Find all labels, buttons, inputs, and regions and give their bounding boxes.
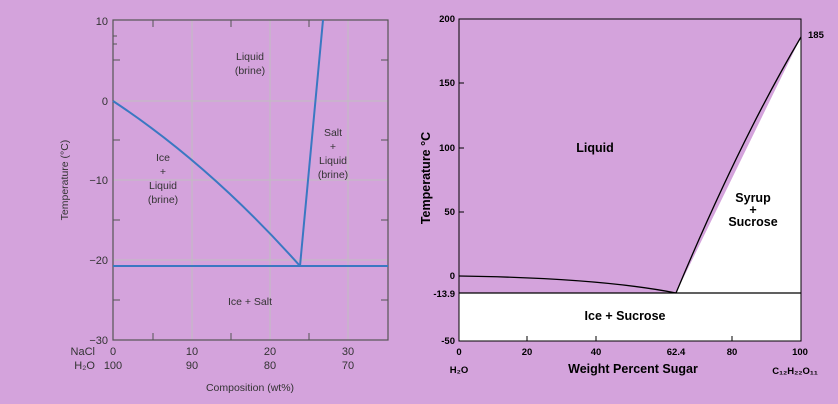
nacl-water-phase-diagram: 10 0 −10 −20 −30 Temperature (°C) NaCl H… <box>59 16 389 394</box>
right-ytick: -50 <box>441 336 455 347</box>
left-ytick: 0 <box>102 96 108 108</box>
right-xtick: 0 <box>456 347 461 358</box>
left-phase-lines <box>112 19 388 267</box>
ice-sucrose-region <box>459 293 801 341</box>
region-liquid-line2: (brine) <box>235 65 265 77</box>
left-tick-marks <box>113 20 388 340</box>
right-ytick: 200 <box>439 14 455 25</box>
left-xtick-h2o: 90 <box>186 360 198 372</box>
left-y-axis-label: Temperature (°C) <box>59 140 71 221</box>
left-xtick-nacl: 20 <box>264 346 276 358</box>
left-ytick: −10 <box>89 175 108 187</box>
ice-liquidus-curve <box>112 100 301 267</box>
left-ytick: −30 <box>89 335 108 347</box>
left-plot-frame <box>112 19 389 341</box>
right-tick-marks <box>459 18 733 342</box>
left-xtick-nacl: 10 <box>186 346 198 358</box>
left-xtick-nacl: 0 <box>110 346 116 358</box>
left-ytick: −20 <box>89 255 108 267</box>
max-temp-annotation: 185 <box>808 30 825 41</box>
region-syrup-sucrose-line3: Sucrose <box>728 215 777 229</box>
region-salt-liquid-line2: + <box>330 141 336 153</box>
region-ice-liquid-line1: Ice <box>156 152 170 164</box>
h2o-row-label: H₂O <box>74 360 95 372</box>
left-xtick-h2o: 70 <box>342 360 354 372</box>
region-syrup-sucrose-line1: Syrup <box>735 191 771 205</box>
right-xtick: 40 <box>591 347 602 358</box>
syrup-sucrose-region <box>676 37 801 293</box>
right-xtick: 100 <box>792 347 808 358</box>
right-ytick: 100 <box>439 143 455 154</box>
right-xtick: 20 <box>522 347 533 358</box>
right-xtick: 62.4 <box>667 347 686 358</box>
region-ice-liquid-line3: Liquid <box>149 180 177 192</box>
right-x-left-label: H₂O <box>450 365 468 376</box>
left-ytick: 10 <box>96 16 108 28</box>
left-xtick-nacl: 30 <box>342 346 354 358</box>
right-y-axis-label: Temperature °C <box>419 132 433 224</box>
right-ytick: 50 <box>444 207 455 218</box>
sucrose-solubility-curve <box>675 36 802 294</box>
right-ytick: 150 <box>439 78 455 89</box>
right-x-right-label: C₁₂H₂₂O₁₁ <box>772 366 818 377</box>
sugar-water-phase-diagram: 200 150 100 50 0 -13.9 -50 Temperature °… <box>419 14 825 377</box>
region-syrup-sucrose-line2: + <box>749 203 756 217</box>
left-xtick-h2o: 80 <box>264 360 276 372</box>
region-ice-sucrose: Ice + Sucrose <box>585 309 666 323</box>
region-ice-salt: Ice + Salt <box>228 296 272 308</box>
region-salt-liquid-line3: Liquid <box>319 155 347 167</box>
right-x-axis-label: Weight Percent Sugar <box>568 362 698 376</box>
left-xtick-h2o: 100 <box>104 360 122 372</box>
salt-liquidus-line <box>299 19 324 267</box>
left-grid <box>113 20 388 340</box>
left-x-axis-label: Composition (wt%) <box>206 382 294 394</box>
region-salt-liquid-line4: (brine) <box>318 169 348 181</box>
right-xtick: 80 <box>727 347 738 358</box>
region-salt-liquid-line1: Salt <box>324 127 342 139</box>
nacl-row-label: NaCl <box>71 346 95 358</box>
right-ytick: 0 <box>450 271 455 282</box>
right-ytick: -13.9 <box>433 289 455 300</box>
region-liquid-line1: Liquid <box>236 51 264 63</box>
region-ice-liquid-line2: + <box>160 166 166 178</box>
region-ice-liquid-line4: (brine) <box>148 194 178 206</box>
region-liquid-sugar: Liquid <box>576 141 614 155</box>
right-plot-frame <box>458 18 802 342</box>
ice-freezing-curve <box>458 275 677 294</box>
right-phase-lines <box>458 36 802 294</box>
